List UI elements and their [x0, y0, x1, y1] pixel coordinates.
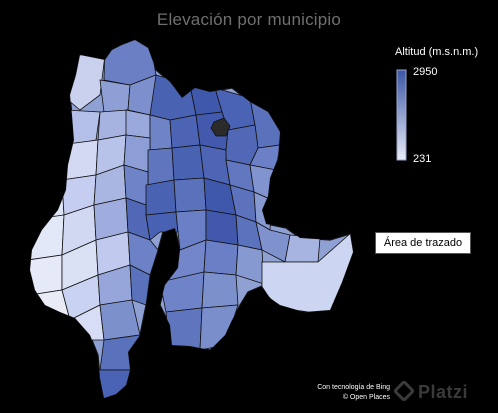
municipality[interactable]	[99, 79, 131, 113]
municipality[interactable]	[284, 234, 321, 263]
municipality[interactable]	[201, 271, 239, 309]
municipality[interactable]	[147, 147, 175, 186]
municipality[interactable]	[28, 254, 63, 296]
legend-color-bar	[396, 69, 407, 161]
chart-title: Elevación por municipio	[156, 10, 342, 29]
legend-title: Altitud (m.s.n.m.)	[395, 46, 479, 58]
credit-line-2: © Open Places	[342, 394, 390, 401]
municipality[interactable]	[203, 239, 239, 276]
municipality-cells	[28, 40, 353, 398]
municipality[interactable]	[59, 139, 99, 181]
municipality[interactable]	[169, 114, 201, 149]
municipality[interactable]	[149, 114, 173, 151]
municipality[interactable]	[173, 177, 207, 213]
municipality[interactable]	[39, 179, 65, 221]
municipality[interactable]	[159, 271, 205, 313]
municipality[interactable]	[199, 304, 239, 351]
plot-area-tooltip: Área de trazado	[375, 232, 471, 254]
platzi-watermark: Platzi	[418, 382, 469, 402]
map-credits: Con tecnología de Bing © Open Places	[300, 383, 390, 403]
municipality[interactable]	[189, 84, 223, 116]
legend-min-label: 231	[413, 153, 432, 165]
municipality[interactable]	[99, 334, 141, 371]
legend-max-label: 2950	[413, 66, 438, 78]
highlighted-municipality[interactable]	[210, 117, 231, 137]
municipality[interactable]	[65, 109, 101, 146]
municipality[interactable]	[205, 209, 239, 246]
credit-line-1: Con tecnología de Bing	[317, 384, 390, 391]
municipality[interactable]	[125, 109, 151, 139]
municipality[interactable]	[127, 231, 159, 276]
municipality[interactable]	[145, 179, 177, 216]
municipality[interactable]	[129, 264, 151, 306]
municipality[interactable]	[149, 74, 197, 121]
municipality[interactable]	[28, 214, 65, 261]
municipality[interactable]	[171, 144, 205, 181]
